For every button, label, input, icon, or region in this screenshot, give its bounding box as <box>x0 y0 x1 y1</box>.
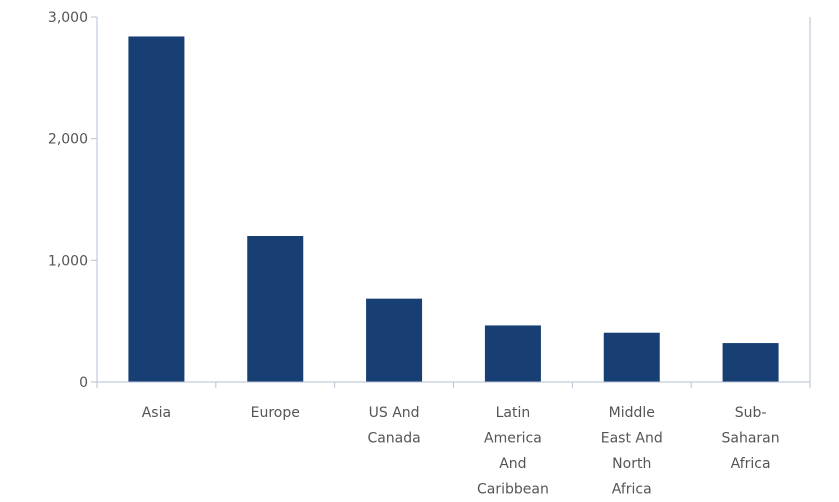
y-tick-label: 3,000 <box>48 10 88 26</box>
y-tick-label: 2,000 <box>48 132 88 148</box>
y-tick-label: 1,000 <box>48 253 88 269</box>
y-tick-label: 0 <box>79 375 88 391</box>
x-tick-label: US And Canada <box>367 405 420 447</box>
bar <box>366 298 423 382</box>
bar <box>484 325 541 382</box>
bar <box>603 332 660 382</box>
x-tick-label: Sub-Saharan Africa <box>722 405 780 472</box>
bar <box>247 236 304 382</box>
bars-group <box>128 36 779 382</box>
bar <box>128 36 185 382</box>
x-axis-labels: Asia Europe US And Canada Latin America And Car… <box>142 405 780 498</box>
bar <box>722 343 779 382</box>
x-tick-label: Asia <box>142 405 171 421</box>
axes-group <box>96 17 811 388</box>
y-axis-ticks: 0 1,000 2,000 3,000 <box>48 10 97 391</box>
x-tick-label: Europe <box>251 405 300 421</box>
x-tick-label: Middle East And North Africa <box>601 405 663 498</box>
x-tick-label: Latin America And Caribbean <box>477 405 549 498</box>
